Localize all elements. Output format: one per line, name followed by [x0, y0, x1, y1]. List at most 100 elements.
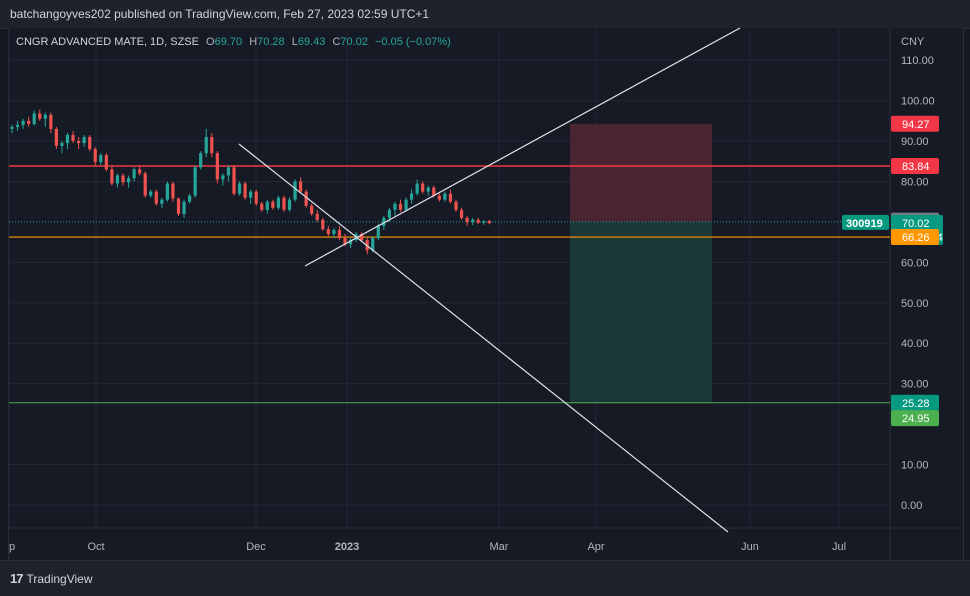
x-tick-label: Jun [741, 541, 759, 553]
close-label: C [332, 36, 341, 48]
time-axis: p Oct Dec 2023 Mar Apr Jun Jul [9, 541, 846, 553]
candle-body [454, 201, 458, 210]
candle-body [432, 187, 436, 196]
candle-body [193, 167, 197, 196]
candle-body [265, 201, 269, 210]
high-label: H [249, 36, 258, 48]
candle-body [276, 197, 280, 208]
low-label: L [291, 36, 298, 48]
price-tag-94-27: 94.27 [902, 119, 930, 131]
candle-body [126, 178, 131, 183]
open-value: 69.70 [214, 36, 243, 48]
candle-body [376, 225, 380, 239]
candle-body [476, 219, 480, 223]
candle-body [10, 126, 14, 129]
x-tick-label: Mar [490, 541, 509, 553]
candle-body [348, 240, 353, 245]
y-tick-label: 40.00 [901, 338, 929, 350]
candle-body [321, 219, 325, 230]
price-tag-94-27-bg [891, 115, 939, 132]
candle-body [215, 153, 219, 180]
price-tag-24-95-bg [891, 410, 939, 427]
candle-body [171, 183, 175, 199]
candle-body [315, 213, 319, 220]
candle-body [310, 205, 314, 214]
price-tag-66-26-bg [891, 229, 939, 246]
candle-body [77, 141, 81, 144]
price-tag-83-84-bg [891, 157, 939, 174]
candle-body [254, 191, 258, 204]
candle-body [93, 149, 97, 163]
last-price-tag: 70.02 [902, 218, 930, 230]
candle-body [221, 175, 225, 180]
footer: 17 TradingView [0, 560, 970, 596]
candle-body [465, 217, 469, 222]
candle-body [404, 199, 408, 210]
candle-body [382, 217, 386, 226]
stop-loss-zone [570, 123, 712, 222]
price-chart[interactable]: CNY 110.00 100.00 90.00 80.00 60.00 50.00 40.0… [0, 0, 970, 560]
y-tick-label: 0.00 [901, 500, 922, 512]
candle-body [27, 120, 31, 125]
candle-body [149, 191, 153, 196]
candle-body [71, 134, 75, 142]
candle-body [398, 203, 403, 210]
high-value: 70.28 [257, 36, 285, 48]
candle-body [121, 175, 125, 183]
candle-body [293, 181, 297, 200]
symbol-code-bg [842, 214, 889, 230]
candle-body [165, 183, 169, 200]
candle-body [443, 193, 447, 200]
x-tick-label: p [9, 541, 15, 553]
position-zones [570, 123, 712, 403]
candle-body [143, 173, 147, 196]
y-tick-label: 60.00 [901, 257, 929, 269]
candle-body [65, 134, 70, 144]
y-tick-label: 90.00 [901, 136, 929, 148]
candle-body [471, 219, 475, 222]
chart-frame[interactable] [8, 28, 964, 560]
price-tag-25-28-bg [891, 394, 939, 411]
price-tags: 94.2783.8470.3170.0205:29:2430091966.262… [842, 115, 943, 427]
y-tick-label: 80.00 [901, 176, 929, 188]
candle-body [204, 136, 208, 154]
candle-body [210, 136, 214, 154]
candle-body [49, 114, 53, 129]
candle-body [287, 199, 292, 210]
publish-line: batchangoyves202 published on TradingVie… [10, 7, 430, 21]
price-tag-24-95: 24.95 [902, 413, 930, 425]
open-label: O [206, 36, 215, 48]
candle-body [182, 201, 186, 214]
x-tick-label: Dec [246, 541, 266, 553]
price-tag-66-26: 66.26 [902, 232, 930, 244]
candle-body [188, 195, 192, 202]
take-profit-zone [570, 221, 712, 403]
grid [8, 28, 962, 560]
y-tick-label: 100.00 [901, 96, 935, 108]
candle-body [426, 187, 430, 192]
candle-body [371, 238, 375, 251]
candle-body [243, 183, 247, 198]
candle-body [249, 191, 253, 198]
change-value: −0.05 (−0.07%) [375, 36, 451, 48]
candle-body [132, 169, 136, 179]
candle-body [226, 167, 231, 176]
candle-body [138, 169, 142, 174]
low-value: 69.43 [297, 36, 326, 48]
candle-body [387, 209, 391, 218]
candle-body [232, 167, 236, 194]
candle-body [421, 183, 425, 192]
candle-body [304, 191, 308, 206]
tradingview-logo[interactable]: 17 TradingView [10, 571, 93, 586]
candle-body [110, 169, 114, 184]
candle-body [32, 113, 36, 125]
price-tag-25-28: 25.28 [902, 398, 930, 410]
candle-body [282, 197, 286, 210]
candle-body [237, 183, 242, 194]
candle-body [21, 120, 25, 125]
x-tick-label: 2023 [335, 541, 359, 553]
trendlines [238, 27, 741, 533]
price-axis: CNY 110.00 100.00 90.00 80.00 60.00 50.00 40.0… [901, 36, 935, 512]
candle-body [82, 136, 86, 144]
candle-body [38, 113, 42, 119]
